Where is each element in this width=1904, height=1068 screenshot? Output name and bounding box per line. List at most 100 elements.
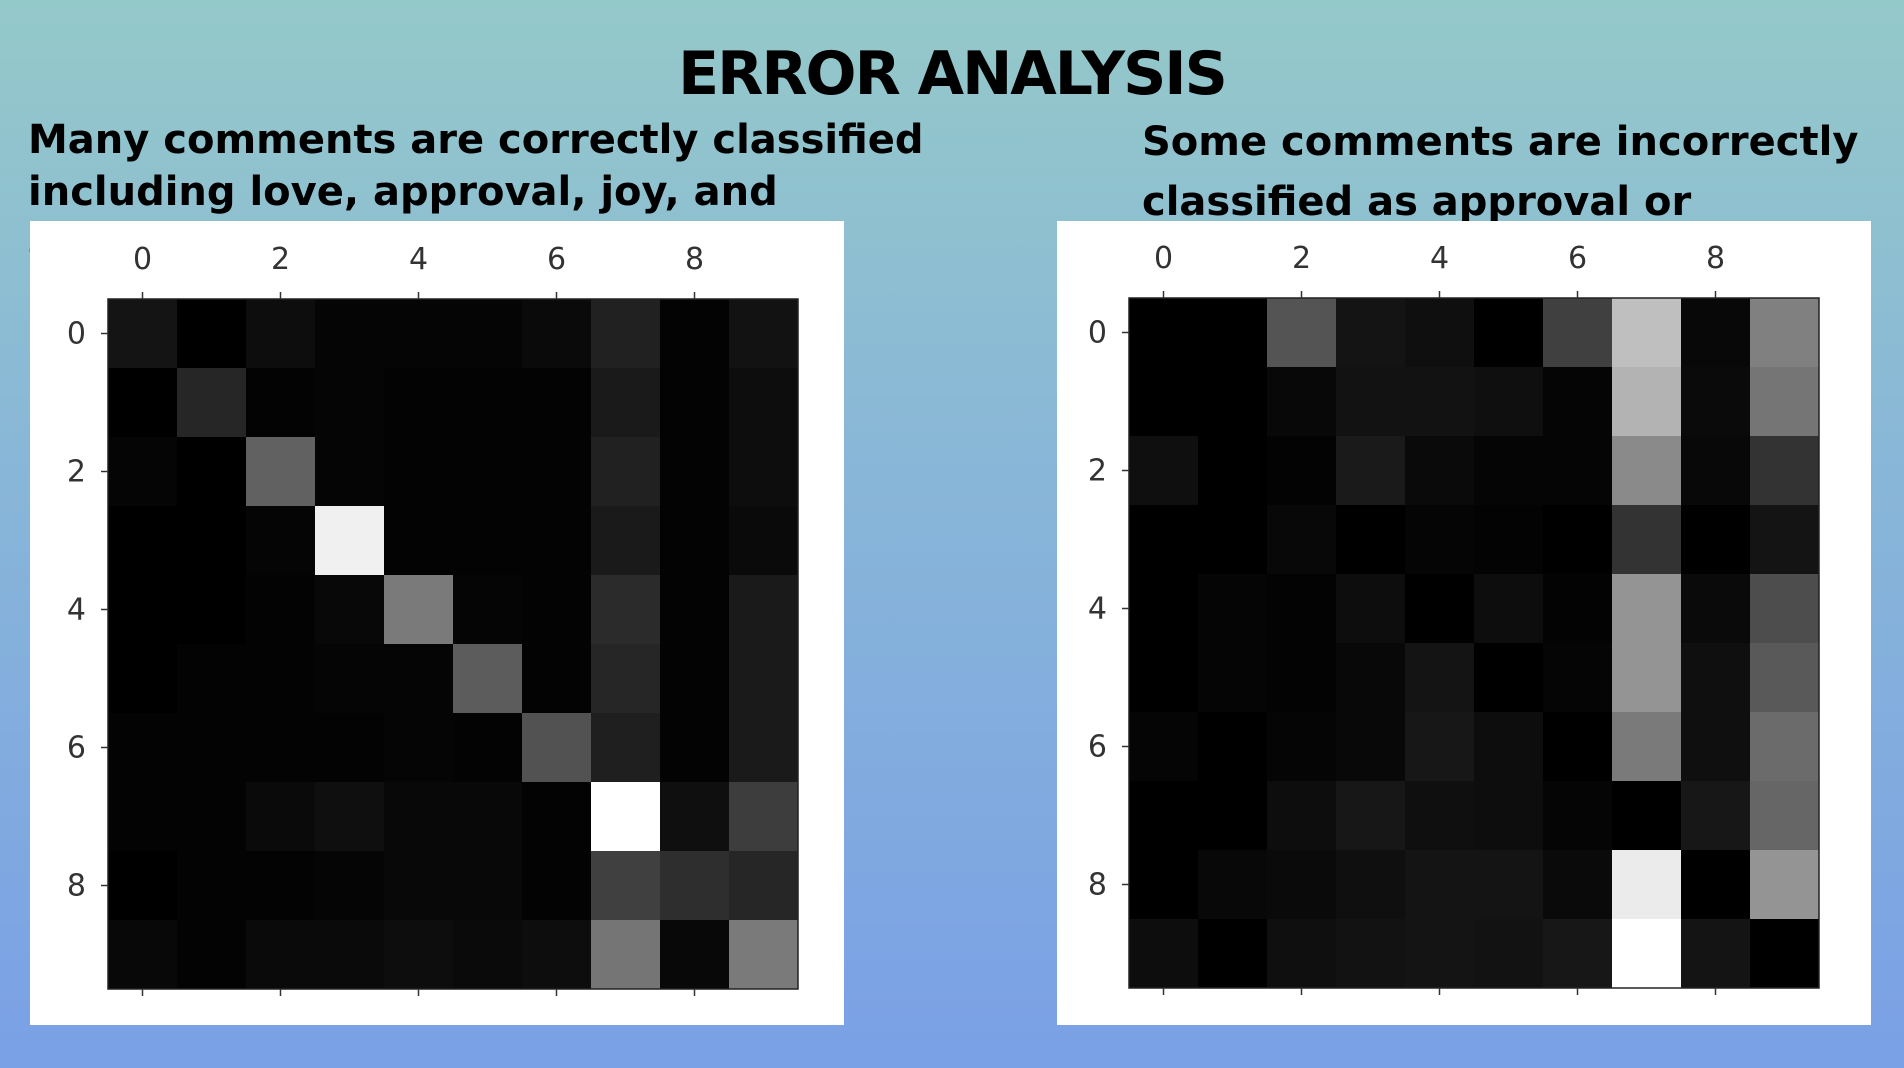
heatmap-0-cell-r6-c0: [108, 713, 178, 783]
heatmap-0-cell-r4-c2: [246, 575, 316, 645]
heatmap-1-cell-r6-c8: [1681, 712, 1751, 782]
heatmap-1-cell-r1-c8: [1681, 367, 1751, 437]
heatmap-0-x-tick-label: 0: [133, 242, 152, 277]
heatmap-1-cell-r5-c5: [1474, 643, 1544, 713]
heatmap-0-cell-r8-c1: [177, 851, 247, 921]
heatmap-0-cell-r9-c3: [315, 920, 385, 990]
heatmap-1-cell-r9-c4: [1405, 919, 1475, 989]
heatmap-1-cell-r1-c6: [1543, 367, 1613, 437]
heatmap-1-cell-r9-c7: [1612, 919, 1682, 989]
heatmap-1-cell-r8-c4: [1405, 850, 1475, 920]
heatmap-1-x-tick-label: 8: [1706, 241, 1725, 276]
heatmap-1-y-tick-label: 8: [1088, 868, 1107, 903]
heatmap-0-cell-r5-c1: [177, 644, 247, 714]
heatmap-0-cell-r7-c0: [108, 782, 178, 852]
heatmap-0-cell-r9-c4: [384, 920, 454, 990]
heatmap-0-cell-r0-c3: [315, 299, 385, 369]
heatmap-1-cell-r3-c3: [1336, 505, 1406, 575]
heatmap-1-cell-r3-c6: [1543, 505, 1613, 575]
heatmap-0-cell-r0-c9: [729, 299, 799, 369]
heatmap-0-cell-r0-c6: [522, 299, 592, 369]
heatmap-1-cell-r3-c8: [1681, 505, 1751, 575]
heatmap-0-cell-r0-c0: [108, 299, 178, 369]
heatmap-0-cell-r2-c3: [315, 437, 385, 507]
heatmap-1-cell-r4-c2: [1267, 574, 1337, 644]
heatmap-0-cell-r7-c2: [246, 782, 316, 852]
heatmap-0-cell-r6-c7: [591, 713, 661, 783]
heatmap-0-cell-r9-c6: [522, 920, 592, 990]
heatmap-1-cell-r0-c8: [1681, 298, 1751, 368]
heatmap-0-cell-r5-c2: [246, 644, 316, 714]
heatmap-1-cell-r8-c6: [1543, 850, 1613, 920]
heatmap-0-cell-r6-c2: [246, 713, 316, 783]
heatmap-0-cell-r0-c5: [453, 299, 523, 369]
left-confusion-matrix: 0 2 4 6 8 0 2 4 6 8: [67, 242, 799, 996]
heatmap-0-cell-r2-c7: [591, 437, 661, 507]
heatmap-0-cell-r5-c5: [453, 644, 523, 714]
heatmap-0-cell-r6-c8: [660, 713, 730, 783]
heatmap-0-cell-r4-c7: [591, 575, 661, 645]
heatmap-1-x-tick-label: 4: [1430, 241, 1449, 276]
heatmap-1-cell-r6-c0: [1129, 712, 1199, 782]
heatmap-1-cell-r3-c7: [1612, 505, 1682, 575]
heatmap-1-cell-r0-c4: [1405, 298, 1475, 368]
heatmap-0-cell-r6-c3: [315, 713, 385, 783]
heatmap-1-cell-r9-c2: [1267, 919, 1337, 989]
heatmap-1-cell-r5-c1: [1198, 643, 1268, 713]
heatmap-1-cell-r8-c0: [1129, 850, 1199, 920]
heatmap-1-cell-r7-c6: [1543, 781, 1613, 851]
heatmap-1-cell-r5-c2: [1267, 643, 1337, 713]
heatmap-1-cell-r5-c9: [1750, 643, 1820, 713]
heatmap-1-cell-r4-c1: [1198, 574, 1268, 644]
heatmap-0-cell-r1-c9: [729, 368, 799, 438]
heatmap-1-cell-r3-c0: [1129, 505, 1199, 575]
heatmap-1-cell-r8-c8: [1681, 850, 1751, 920]
heatmap-1-cell-r6-c7: [1612, 712, 1682, 782]
heatmap-0-cell-r8-c3: [315, 851, 385, 921]
heatmap-1-cell-r2-c3: [1336, 436, 1406, 506]
heatmap-1-cell-r0-c5: [1474, 298, 1544, 368]
heatmap-1-cell-r1-c5: [1474, 367, 1544, 437]
heatmap-1-cell-r4-c8: [1681, 574, 1751, 644]
heatmap-1-cell-r3-c4: [1405, 505, 1475, 575]
heatmap-1-cell-r9-c0: [1129, 919, 1199, 989]
heatmap-0-cell-r2-c0: [108, 437, 178, 507]
heatmap-0-y-tick-label: 2: [67, 455, 86, 490]
heatmap-1-cell-r1-c9: [1750, 367, 1820, 437]
heatmap-1-y-tick-label: 6: [1088, 730, 1107, 765]
heatmap-0-frame: [107, 298, 799, 990]
heatmap-0-cell-r3-c7: [591, 506, 661, 576]
heatmap-1-cell-r2-c6: [1543, 436, 1613, 506]
heatmap-0-cell-r9-c2: [246, 920, 316, 990]
heatmap-1-cell-r4-c0: [1129, 574, 1199, 644]
heatmap-0-cell-r9-c1: [177, 920, 247, 990]
heatmap-0-y-tick-label: 6: [67, 731, 86, 766]
heatmap-1-cell-r9-c1: [1198, 919, 1268, 989]
heatmap-1-cell-r2-c9: [1750, 436, 1820, 506]
heatmap-1-cell-r6-c5: [1474, 712, 1544, 782]
heatmap-0-x-tick-label: 6: [547, 242, 566, 277]
heatmap-0-cell-r4-c4: [384, 575, 454, 645]
heatmap-0-cell-r8-c2: [246, 851, 316, 921]
heatmap-0-cell-r6-c6: [522, 713, 592, 783]
heatmap-1-cell-r9-c3: [1336, 919, 1406, 989]
heatmap-0-cell-r5-c6: [522, 644, 592, 714]
heatmap-1-cell-r6-c6: [1543, 712, 1613, 782]
heatmap-0-cell-r2-c8: [660, 437, 730, 507]
heatmap-0-cell-r5-c4: [384, 644, 454, 714]
heatmap-1-cell-r7-c8: [1681, 781, 1751, 851]
heatmap-0-cell-r7-c1: [177, 782, 247, 852]
heatmap-0-cell-r4-c5: [453, 575, 523, 645]
heatmap-0-cell-r1-c3: [315, 368, 385, 438]
heatmap-1-cell-r5-c8: [1681, 643, 1751, 713]
heatmap-0-cell-r8-c8: [660, 851, 730, 921]
heatmap-0-cell-r2-c2: [246, 437, 316, 507]
heatmap-0-cell-r9-c5: [453, 920, 523, 990]
heatmap-0-cell-r7-c7: [591, 782, 661, 852]
heatmap-0-cell-r4-c1: [177, 575, 247, 645]
heatmap-0-cell-r1-c6: [522, 368, 592, 438]
heatmap-1-cell-r2-c5: [1474, 436, 1544, 506]
heatmap-1-cell-r4-c6: [1543, 574, 1613, 644]
heatmap-0-cell-r4-c9: [729, 575, 799, 645]
heatmap-1-cell-r0-c0: [1129, 298, 1199, 368]
